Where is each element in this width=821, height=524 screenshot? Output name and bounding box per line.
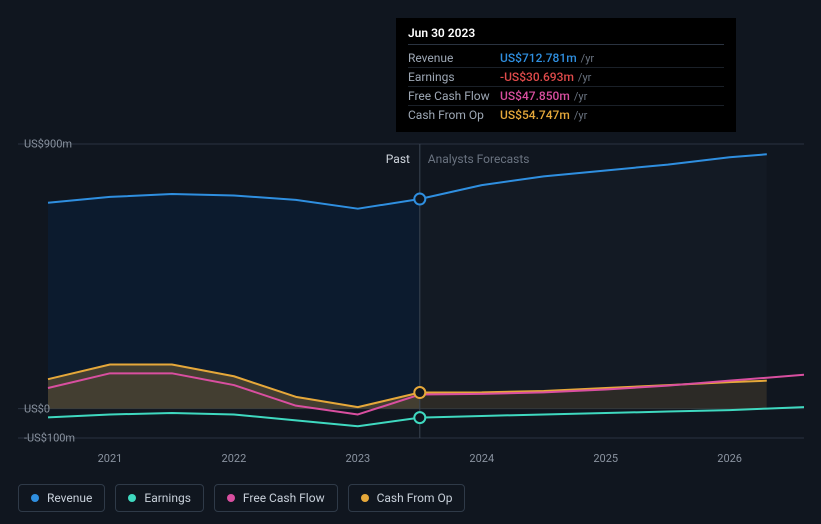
tooltip-date: Jun 30 2023 [408, 26, 724, 45]
tooltip-row: Cash From OpUS$54.747m/yr [408, 106, 724, 124]
tooltip-suffix: /yr [578, 71, 591, 84]
period-label-forecast: Analysts Forecasts [428, 152, 530, 166]
x-axis-label: 2023 [345, 452, 370, 465]
legend-item-revenue[interactable]: Revenue [18, 484, 105, 512]
tooltip-row: Free Cash FlowUS$47.850m/yr [408, 87, 724, 106]
x-axis-label: 2022 [222, 452, 247, 465]
legend-dot-icon [128, 494, 136, 502]
tooltip-suffix: /yr [574, 90, 587, 103]
legend-label: Cash From Op [377, 491, 453, 505]
tooltip-metric-label: Cash From Op [408, 108, 500, 122]
tooltip-metric-value: US$47.850m [500, 89, 570, 103]
tooltip-row: RevenueUS$712.781m/yr [408, 49, 724, 68]
tooltip-metric-label: Free Cash Flow [408, 89, 500, 103]
x-axis-label: 2021 [98, 452, 123, 465]
y-axis-label: US$0 [24, 402, 50, 415]
legend-dot-icon [361, 494, 369, 502]
tooltip-row: Earnings-US$30.693m/yr [408, 68, 724, 87]
chart-tooltip: Jun 30 2023 RevenueUS$712.781m/yrEarning… [396, 18, 736, 132]
tooltip-metric-value: -US$30.693m [500, 70, 574, 84]
legend-item-cash_from_op[interactable]: Cash From Op [348, 484, 466, 512]
legend-dot-icon [31, 494, 39, 502]
x-axis-label: 2024 [469, 452, 494, 465]
legend-label: Free Cash Flow [243, 491, 325, 505]
legend-dot-icon [227, 494, 235, 502]
tooltip-suffix: /yr [581, 52, 594, 65]
period-label-past: Past [386, 152, 410, 166]
x-axis-label: 2026 [717, 452, 742, 465]
y-axis-label: -US$100m [24, 432, 75, 445]
tooltip-metric-label: Revenue [408, 51, 500, 65]
legend-label: Revenue [47, 491, 92, 505]
tooltip-metric-label: Earnings [408, 70, 500, 84]
legend-item-free_cash_flow[interactable]: Free Cash Flow [214, 484, 338, 512]
y-axis-label: US$900m [24, 138, 72, 151]
financials-chart[interactable]: US$900m US$0 -US$100m 2021 2022 2023 2024 2025… [18, 128, 804, 488]
legend-item-earnings[interactable]: Earnings [115, 484, 204, 512]
legend-label: Earnings [144, 491, 191, 505]
chart-canvas [18, 128, 804, 448]
x-axis-label: 2025 [593, 452, 618, 465]
tooltip-metric-value: US$712.781m [500, 51, 577, 65]
tooltip-metric-value: US$54.747m [500, 108, 570, 122]
tooltip-suffix: /yr [574, 109, 587, 122]
chart-legend: Revenue Earnings Free Cash Flow Cash From O… [18, 484, 465, 512]
